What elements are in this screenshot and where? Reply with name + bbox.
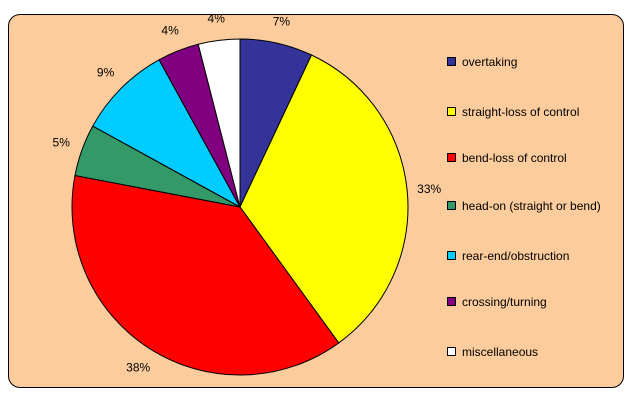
legend-label: miscellaneous (462, 345, 539, 359)
legend-item: bend-loss of control (447, 150, 622, 166)
legend-swatch (447, 201, 456, 210)
slice-label-7: 4% (208, 12, 226, 26)
slice-label-5: 9% (97, 66, 115, 80)
slice-label-3: 38% (126, 360, 150, 374)
legend: overtaking straight-loss of control bend-l… (447, 0, 627, 398)
legend-swatch (447, 251, 456, 260)
slice-label-4: 5% (53, 136, 71, 150)
legend-swatch (447, 57, 456, 66)
legend-item: straight-loss of control (447, 104, 622, 120)
legend-item: crossing/turning (447, 294, 622, 310)
slice-label-2: 33% (417, 182, 441, 196)
legend-label: bend-loss of control (462, 151, 567, 165)
slice-label-6: 4% (161, 23, 179, 37)
slice-label-1: 7% (273, 15, 291, 29)
legend-swatch (447, 153, 456, 162)
legend-label: head-on (straight or bend) (462, 199, 601, 213)
pie-slice-7 (197, 38, 241, 208)
legend-swatch (447, 347, 456, 356)
pie-slice-5 (92, 59, 242, 209)
legend-swatch (447, 107, 456, 116)
legend-item: rear-end/obstruction (447, 248, 622, 264)
legend-label: straight-loss of control (462, 105, 580, 119)
legend-item: head-on (straight or bend) (447, 198, 622, 214)
legend-label: overtaking (462, 55, 518, 69)
legend-swatch (447, 297, 456, 306)
pie-slice-2 (239, 54, 409, 344)
pie-slice-3 (71, 174, 340, 376)
legend-label: rear-end/obstruction (462, 249, 570, 263)
legend-label: crossing/turning (462, 295, 547, 309)
legend-item: overtaking (447, 54, 622, 70)
legend-item: miscellaneous (447, 344, 622, 360)
